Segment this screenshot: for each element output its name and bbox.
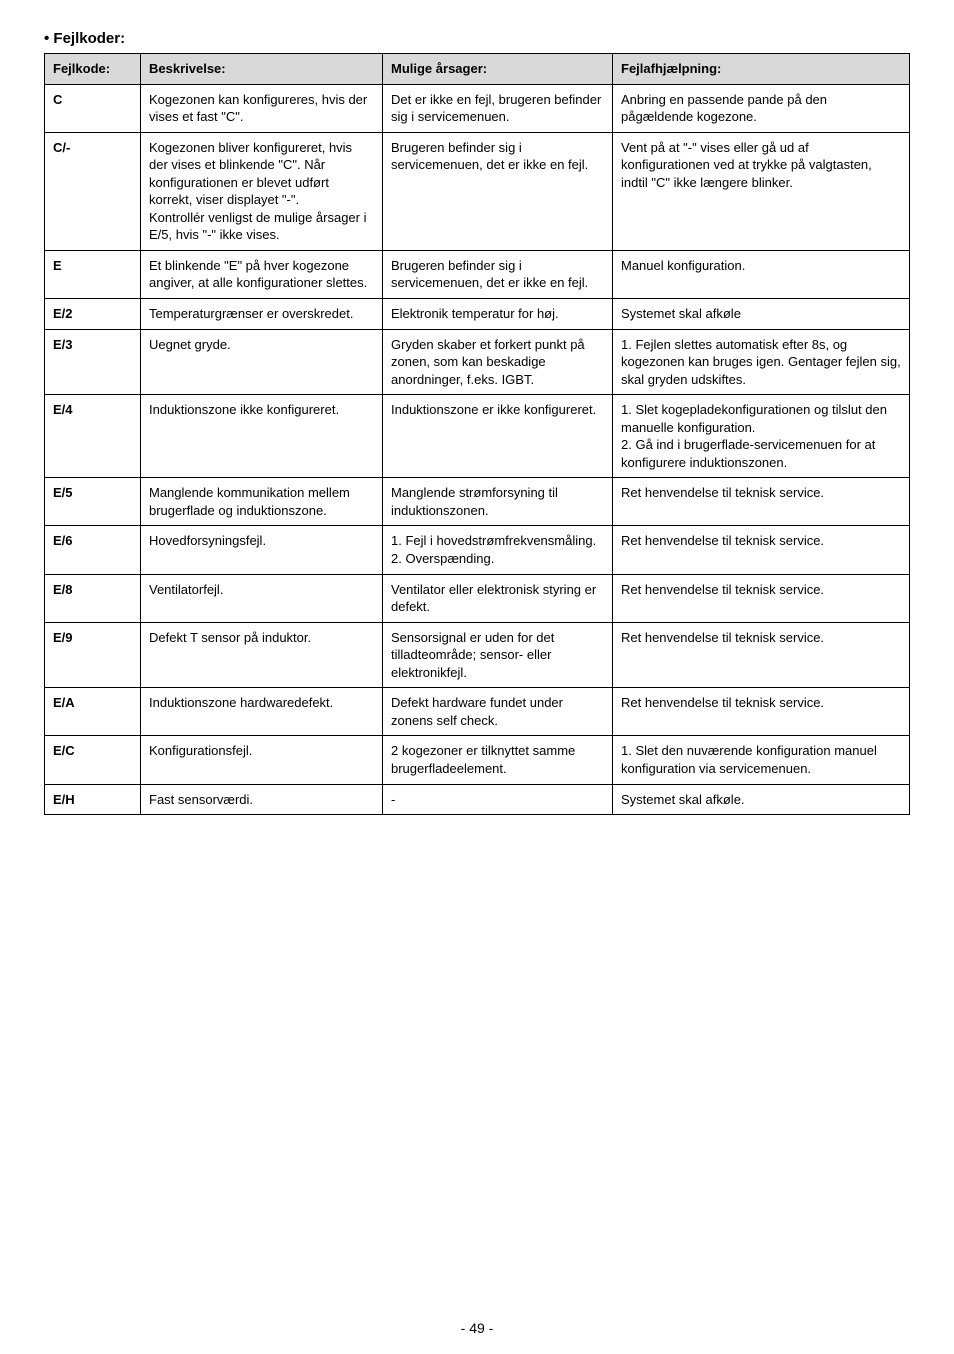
col-header-remedy: Fejlafhjælpning: — [613, 54, 910, 85]
cell-code: E/6 — [45, 526, 141, 574]
cell-remedy: Systemet skal afkøle. — [613, 784, 910, 815]
table-row: E/HFast sensorværdi.-Systemet skal afkøl… — [45, 784, 910, 815]
cell-description: Ventilatorfejl. — [141, 574, 383, 622]
cell-cause: Brugeren befinder sig i servicemenuen, d… — [383, 132, 613, 250]
cell-code: E/H — [45, 784, 141, 815]
cell-remedy: Vent på at "-" vises eller gå ud af konf… — [613, 132, 910, 250]
cell-description: Hovedforsyningsfejl. — [141, 526, 383, 574]
cell-code: E/4 — [45, 395, 141, 478]
cell-description: Defekt T sensor på induktor. — [141, 622, 383, 688]
cell-remedy: Ret henvendelse til teknisk service. — [613, 478, 910, 526]
cell-description: Kogezonen bliver konfigureret, hvis der … — [141, 132, 383, 250]
table-row: E/AInduktionszone hardwaredefekt.Defekt … — [45, 688, 910, 736]
cell-code: C — [45, 84, 141, 132]
table-body: CKogezonen kan konfigureres, hvis der vi… — [45, 84, 910, 815]
cell-description: Induktionszone ikke konfigureret. — [141, 395, 383, 478]
cell-description: Kogezonen kan konfigureres, hvis der vis… — [141, 84, 383, 132]
cell-remedy: Ret henvendelse til teknisk service. — [613, 526, 910, 574]
cell-description: Temperaturgrænser er overskredet. — [141, 299, 383, 330]
cell-cause: Det er ikke en fejl, brugeren befinder s… — [383, 84, 613, 132]
cell-remedy: Manuel konfiguration. — [613, 250, 910, 298]
table-header-row: Fejlkode: Beskrivelse: Mulige årsager: F… — [45, 54, 910, 85]
cell-cause: Ventilator eller elektronisk styring er … — [383, 574, 613, 622]
cell-description: Fast sensorværdi. — [141, 784, 383, 815]
cell-remedy: 1. Slet den nuværende konfiguration manu… — [613, 736, 910, 784]
section-heading: • Fejlkoder: — [44, 30, 910, 47]
table-row: E/4Induktionszone ikke konfigureret.Indu… — [45, 395, 910, 478]
table-row: E/6Hovedforsyningsfejl.1. Fejl i hovedst… — [45, 526, 910, 574]
cell-description: Konfigurationsfejl. — [141, 736, 383, 784]
cell-cause: Sensorsignal er uden for det tilladteomr… — [383, 622, 613, 688]
cell-code: C/- — [45, 132, 141, 250]
table-row: E/8Ventilatorfejl.Ventilator eller elekt… — [45, 574, 910, 622]
cell-description: Et blinkende "E" på hver kogezone angive… — [141, 250, 383, 298]
cell-cause: - — [383, 784, 613, 815]
cell-remedy: 1. Fejlen slettes automatisk efter 8s, o… — [613, 329, 910, 395]
table-row: EEt blinkende "E" på hver kogezone angiv… — [45, 250, 910, 298]
table-row: E/2Temperaturgrænser er overskredet.Elek… — [45, 299, 910, 330]
table-row: E/5Manglende kommunikation mellem bruger… — [45, 478, 910, 526]
col-header-desc: Beskrivelse: — [141, 54, 383, 85]
cell-remedy: Ret henvendelse til teknisk service. — [613, 574, 910, 622]
cell-cause: Gryden skaber et forkert punkt på zonen,… — [383, 329, 613, 395]
cell-cause: Elektronik temperatur for høj. — [383, 299, 613, 330]
cell-cause: Brugeren befinder sig i servicemenuen, d… — [383, 250, 613, 298]
cell-code: E/5 — [45, 478, 141, 526]
cell-remedy: Ret henvendelse til teknisk service. — [613, 688, 910, 736]
cell-remedy: Ret henvendelse til teknisk service. — [613, 622, 910, 688]
page-container: • Fejlkoder: Fejlkode: Beskrivelse: Muli… — [0, 0, 954, 1354]
cell-code: E/C — [45, 736, 141, 784]
cell-description: Manglende kommunikation mellem brugerfla… — [141, 478, 383, 526]
table-row: E/3Uegnet gryde.Gryden skaber et forkert… — [45, 329, 910, 395]
cell-description: Uegnet gryde. — [141, 329, 383, 395]
cell-code: E/9 — [45, 622, 141, 688]
table-row: E/9Defekt T sensor på induktor.Sensorsig… — [45, 622, 910, 688]
col-header-cause: Mulige årsager: — [383, 54, 613, 85]
cell-remedy: 1. Slet kogepladekonfigurationen og tils… — [613, 395, 910, 478]
cell-cause: Defekt hardware fundet under zonens self… — [383, 688, 613, 736]
table-row: C/-Kogezonen bliver konfigureret, hvis d… — [45, 132, 910, 250]
cell-code: E/3 — [45, 329, 141, 395]
cell-code: E — [45, 250, 141, 298]
cell-code: E/8 — [45, 574, 141, 622]
cell-code: E/A — [45, 688, 141, 736]
error-codes-table: Fejlkode: Beskrivelse: Mulige årsager: F… — [44, 53, 910, 815]
cell-cause: 2 kogezoner er tilknyttet samme brugerfl… — [383, 736, 613, 784]
cell-remedy: Anbring en passende pande på den pågælde… — [613, 84, 910, 132]
cell-description: Induktionszone hardwaredefekt. — [141, 688, 383, 736]
cell-cause: Manglende strømforsyning til induktionsz… — [383, 478, 613, 526]
col-header-code: Fejlkode: — [45, 54, 141, 85]
page-number: - 49 - — [0, 1320, 954, 1336]
cell-cause: Induktionszone er ikke konfigureret. — [383, 395, 613, 478]
table-row: E/CKonfigurationsfejl.2 kogezoner er til… — [45, 736, 910, 784]
cell-code: E/2 — [45, 299, 141, 330]
cell-cause: 1. Fejl i hovedstrømfrekvensmåling.2. Ov… — [383, 526, 613, 574]
table-row: CKogezonen kan konfigureres, hvis der vi… — [45, 84, 910, 132]
cell-remedy: Systemet skal afkøle — [613, 299, 910, 330]
